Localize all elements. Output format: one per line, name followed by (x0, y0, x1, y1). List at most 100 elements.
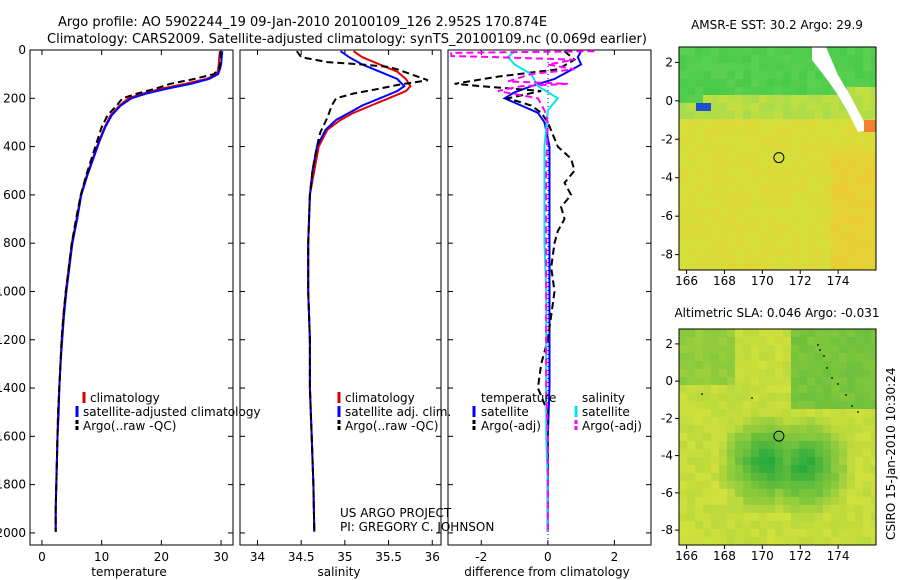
sla-map-cell (751, 505, 759, 513)
sla-map-cell (839, 337, 847, 345)
sst-map-cell (679, 143, 687, 151)
sst-map-cell (767, 207, 775, 215)
sla-map-cell (839, 521, 847, 529)
sla-map-cell (783, 449, 791, 457)
sst-map-cell (695, 215, 703, 223)
sst-map-cell (807, 247, 815, 255)
sla-map-cell (807, 401, 815, 409)
sla-map-cell (687, 529, 695, 537)
sla-map-cell (735, 465, 743, 473)
sla-map-cell (783, 369, 791, 377)
sst-map-cell (711, 215, 719, 223)
sla-map-cell (831, 489, 839, 497)
sst-map-cell (751, 63, 759, 71)
temperature-xtick-label: 0 (38, 550, 46, 564)
legend-label-satellite: satellite adj. clim. (345, 405, 451, 419)
sla-map-cell (807, 537, 815, 545)
sst-map-cell (703, 87, 711, 95)
sst-map-cell (727, 127, 735, 135)
sst-map-cell (751, 167, 759, 175)
sla-map-cell (871, 433, 876, 441)
sla-map-cell (775, 377, 783, 385)
sst-map-cell (791, 191, 799, 199)
sst-map-cell (823, 167, 831, 175)
sla-map-cell (767, 473, 775, 481)
sst-map-cell (711, 223, 719, 231)
sst-map-cell (767, 103, 775, 111)
sla-map-cell (839, 417, 847, 425)
sst-map-cell (847, 119, 855, 127)
temperature-axes (29, 49, 234, 546)
sla-map-cell (735, 497, 743, 505)
sst-cold-patch (696, 103, 711, 111)
sla-map-cell (743, 369, 751, 377)
sst-map-cell (679, 263, 687, 270)
sla-map-cell (831, 385, 839, 393)
sst-map-cell (687, 231, 695, 239)
sla-map-cell (759, 425, 767, 433)
sla-map-cell (847, 393, 855, 401)
sst-map-cell (735, 151, 743, 159)
sla-map-cell (711, 481, 719, 489)
sst-map-cell (847, 223, 855, 231)
sla-map-cell (679, 465, 687, 473)
sst-map-cell (783, 247, 791, 255)
sla-map-cell (743, 377, 751, 385)
sst-map-cell (855, 223, 863, 231)
sla-map-cell (855, 473, 863, 481)
sst-map-cell (839, 151, 847, 159)
sla-map-cell (839, 537, 847, 545)
sla-map-cell (719, 441, 727, 449)
sla-map-cell (847, 481, 855, 489)
sla-map-cell (863, 505, 871, 513)
sst-map-cell (831, 191, 839, 199)
sla-map-cell (735, 441, 743, 449)
sla-map-cell (687, 329, 695, 337)
sla-map-cell (759, 401, 767, 409)
sla-map-cell (799, 529, 807, 537)
sst-map-cell (831, 223, 839, 231)
sst-map-cell (775, 47, 783, 55)
sst-map-cell (847, 143, 855, 151)
sst-map-cell (687, 111, 695, 119)
sla-ytick-label: -4 (661, 449, 673, 463)
sla-map-cell (807, 505, 815, 513)
sla-map-cell (791, 473, 799, 481)
sst-map-cell (791, 63, 799, 71)
sst-map-cell (839, 71, 847, 79)
sla-map-cell (847, 337, 855, 345)
depth-tick-label: 1200 (0, 333, 26, 347)
sla-map-cell (719, 465, 727, 473)
sst-map-cell (735, 255, 743, 263)
sla-map-cell (807, 441, 815, 449)
sla-map-cell (743, 401, 751, 409)
sst-map-cell (831, 175, 839, 183)
sst-map-cell (751, 207, 759, 215)
sst-map-cell (751, 119, 759, 127)
sst-map-cell (743, 223, 751, 231)
sla-map-cell (815, 505, 823, 513)
sla-map-cell (743, 329, 751, 337)
sst-xtick-label: 170 (751, 274, 774, 288)
sst-map-cell (703, 79, 711, 87)
sst-map-cell (743, 263, 751, 270)
sla-map-cell (839, 425, 847, 433)
sst-map-cell (679, 55, 687, 63)
pi-credit: PI: GREGORY C. JOHNSON (340, 520, 494, 534)
sla-map-cell (783, 433, 791, 441)
sla-map-cell (711, 505, 719, 513)
sst-map-cell (751, 127, 759, 135)
sla-map-cell (871, 345, 876, 353)
sla-map-cell (751, 529, 759, 537)
plot-title-line2: Climatology: CARS2009. Satellite-adjuste… (47, 32, 647, 47)
sst-map-cell (855, 255, 863, 263)
sst-map-cell (791, 87, 799, 95)
sla-map-cell (695, 401, 703, 409)
sla-map-cell (791, 521, 799, 529)
sla-map-cell (743, 473, 751, 481)
legend-label-climatology: climatology (345, 391, 415, 405)
sst-map-cell (823, 255, 831, 263)
sst-xtick-label: 168 (713, 274, 736, 288)
sla-map-cell (695, 337, 703, 345)
sla-map-cell (775, 369, 783, 377)
